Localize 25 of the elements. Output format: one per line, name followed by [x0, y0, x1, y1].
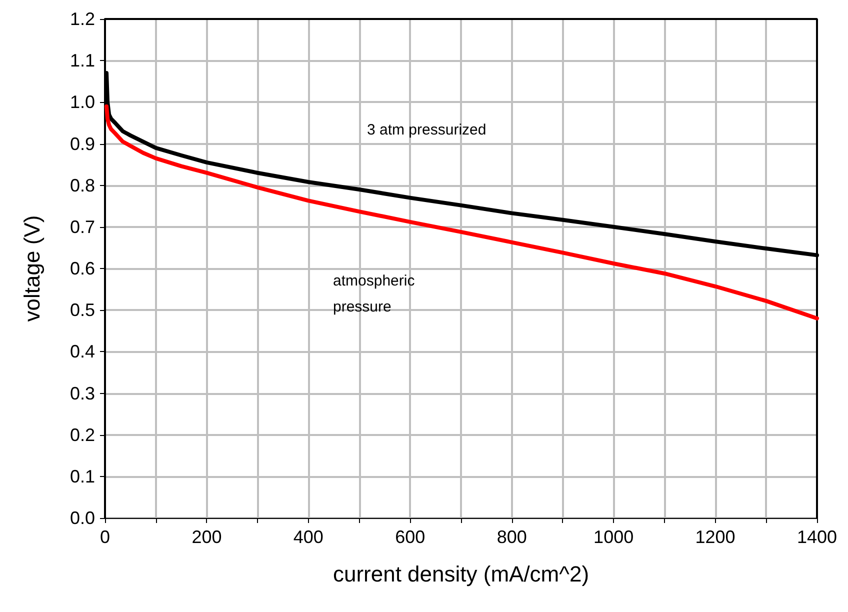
- x-tick-label: 600: [395, 527, 426, 547]
- y-tick-label: 0.4: [70, 342, 95, 362]
- x-tick-label: 1400: [796, 527, 838, 547]
- x-tick-label: 200: [192, 527, 222, 547]
- x-tick-label: 1000: [594, 527, 634, 547]
- annotation: 3 atm pressurized: [367, 122, 486, 138]
- y-tick-label: 0.9: [70, 134, 95, 154]
- x-tick-label: 800: [496, 527, 527, 547]
- y-tick-label: 0.7: [70, 216, 95, 237]
- y-tick-label: 0.0: [70, 508, 95, 528]
- x-tick-label: 1200: [695, 527, 736, 547]
- x-tick-label: 0: [100, 527, 110, 547]
- y-tick-label: 1.1: [70, 50, 95, 71]
- y-tick-label: 0.2: [70, 424, 95, 445]
- y-tick-label: 0.5: [70, 300, 95, 320]
- y-axis-title: voltage (V): [20, 215, 44, 322]
- annotation: atmospheric pressure: [333, 272, 416, 316]
- y-tick-label: 1.2: [70, 9, 95, 29]
- y-tick-label: 0.1: [70, 466, 95, 486]
- x-axis-title: current density (mA/cm^2): [332, 562, 590, 586]
- y-tick-label: 1.0: [70, 92, 95, 112]
- y-tick-label: 0.8: [70, 175, 95, 196]
- y-tick-label: 0.6: [70, 258, 95, 278]
- y-tick-label: 0.3: [70, 383, 95, 404]
- x-tick-label: 400: [293, 527, 324, 547]
